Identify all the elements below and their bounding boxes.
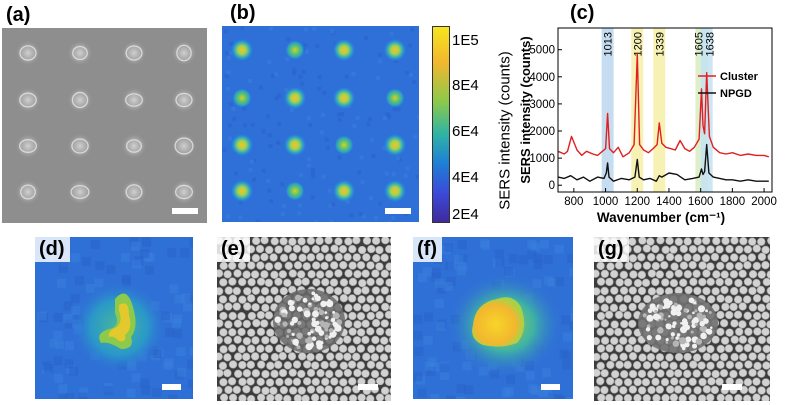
colorbar-ticks: 1E5 8E4 6E4 4E4 2E4 xyxy=(452,26,492,226)
zoom-map-d xyxy=(35,237,193,399)
y-tick-label: 1000 xyxy=(529,153,555,165)
x-tick-label: 1000 xyxy=(593,196,619,208)
scale-bar-f xyxy=(541,384,560,390)
y-tick-label: 5000 xyxy=(529,45,555,57)
peak-band-1339 xyxy=(653,28,666,192)
y-tick-label: 4000 xyxy=(529,72,555,84)
peak-label: 1605 xyxy=(693,32,705,56)
panel-label-d: (d) xyxy=(35,237,70,262)
x-tick-label: 1200 xyxy=(624,196,650,208)
colorbar-tick: 2E4 xyxy=(452,206,479,223)
colorbar-tick: 6E4 xyxy=(452,123,479,140)
peak-label: 1013 xyxy=(603,32,615,56)
scale-bar-g xyxy=(722,384,742,390)
panel-f xyxy=(413,237,573,399)
x-axis-label: Wavenumber (cm⁻¹) xyxy=(597,210,725,225)
sem-array-image xyxy=(15,40,197,205)
panel-label-g: (g) xyxy=(594,237,629,262)
scale-bar-a xyxy=(172,208,198,214)
panel-label-b: (b) xyxy=(230,2,256,24)
peak-label: 1638 xyxy=(705,32,717,56)
peak-band-1200 xyxy=(631,28,644,192)
panel-d xyxy=(35,237,193,399)
scale-bar-d xyxy=(162,384,181,390)
x-tick-label: 800 xyxy=(564,196,583,208)
peak-label: 1200 xyxy=(632,32,644,56)
colorbar xyxy=(432,26,450,223)
series-line-npgd xyxy=(557,143,769,182)
scale-bar-b xyxy=(385,208,411,214)
scale-bar-e xyxy=(358,384,378,390)
panel-label-c: (c) xyxy=(570,2,595,24)
y-tick-label: 2000 xyxy=(529,126,555,138)
colorbar-tick: 1E5 xyxy=(452,32,479,49)
colorbar-tick: 4E4 xyxy=(452,169,479,186)
legend-entry: NPGD xyxy=(720,88,752,100)
panel-a xyxy=(2,28,207,223)
colorbar-title: SERS intensity (counts) xyxy=(496,51,514,210)
x-tick-label: 1600 xyxy=(688,196,714,208)
plot-frame xyxy=(557,27,773,193)
sers-map-image xyxy=(222,26,419,222)
series-line-cluster xyxy=(557,53,769,158)
panel-b xyxy=(222,26,419,222)
y-tick-label: 0 xyxy=(549,180,555,192)
y-axis-label: SERS intensity (counts) xyxy=(520,36,533,183)
x-tick-label: 1800 xyxy=(720,196,746,208)
peak-band-1638 xyxy=(700,28,713,192)
legend-entry: Cluster xyxy=(720,71,759,83)
peak-band-1013 xyxy=(601,28,614,192)
colorbar-tick: 8E4 xyxy=(452,77,479,94)
spectrum-chart: 1013 1200 1339 1605 1638 800 1000 1200 1400 1600 1… xyxy=(520,27,777,225)
panel-label-f: (f) xyxy=(413,237,442,262)
peak-label: 1339 xyxy=(654,32,666,56)
y-tick-label: 3000 xyxy=(529,99,555,111)
x-tick-label: 2000 xyxy=(751,196,777,208)
zoom-map-f xyxy=(413,237,573,399)
panel-label-e: (e) xyxy=(217,237,251,262)
panel-label-a: (a) xyxy=(6,4,31,26)
x-tick-label: 1400 xyxy=(656,196,682,208)
